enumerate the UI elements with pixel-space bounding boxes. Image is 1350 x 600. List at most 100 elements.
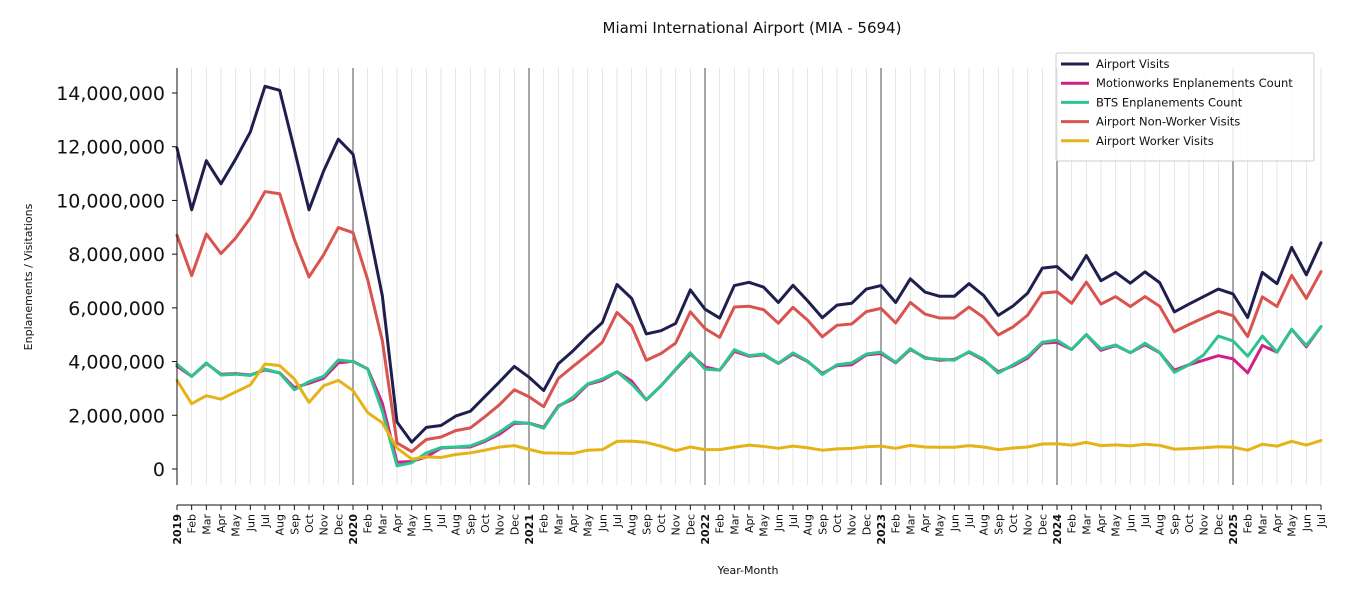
series-lines <box>175 84 1323 468</box>
x-tick-label: Nov <box>318 514 331 536</box>
series-line-airport-visits <box>175 84 1323 444</box>
chart-title: Miami International Airport (MIA - 5694) <box>603 19 902 37</box>
x-tick-label: 2024 <box>1051 514 1064 545</box>
x-tick-label: Apr <box>391 514 404 534</box>
x-tick-label: Apr <box>1271 514 1284 534</box>
x-tick-label: Aug <box>274 514 287 535</box>
x-tick-label: Apr <box>215 514 228 534</box>
x-tick-label: Mar <box>200 514 213 535</box>
y-tick-label: 2,000,000 <box>68 405 165 427</box>
x-tick-label: Oct <box>479 513 492 533</box>
x-tick-label: Feb <box>186 514 199 533</box>
x-tick-label: Jul <box>963 514 976 528</box>
x-tick-label: 2020 <box>347 514 360 545</box>
legend-entry: Airport Visits <box>1061 57 1170 71</box>
x-tick-label: Jun <box>1300 514 1313 532</box>
x-tick-label: Oct <box>831 513 844 533</box>
x-tick-label: Sep <box>1168 514 1181 535</box>
x-tick-label: Jun <box>420 514 433 532</box>
x-tick-label: May <box>406 514 419 537</box>
axes: 0 2,000,000 4,000,000 6,000,000 8,000,000 10,… <box>56 68 1328 545</box>
x-tick-label: Dec <box>508 514 521 535</box>
x-tick-label: Apr <box>919 514 932 534</box>
x-tick-label: Dec <box>1036 514 1049 535</box>
x-tick-label: Dec <box>860 514 873 535</box>
x-tick-label: Feb <box>890 514 903 533</box>
x-tick-label: Jun <box>244 514 257 532</box>
x-tick-label: Apr <box>743 514 756 534</box>
y-tick-label: 6,000,000 <box>68 298 165 320</box>
x-tick-label: Apr <box>1095 514 1108 534</box>
x-tick-label: 2021 <box>523 514 536 545</box>
x-tick-label: Sep <box>816 514 829 535</box>
x-tick-label: Sep <box>288 514 301 535</box>
x-tick-label: Jun <box>1124 514 1137 532</box>
legend-label: BTS Enplanements Count <box>1096 95 1243 109</box>
x-tick-label: Mar <box>552 514 565 535</box>
x-tick-label: Apr <box>567 514 580 534</box>
x-tick-label: Feb <box>362 514 375 533</box>
x-tick-label: Jul <box>1315 514 1328 528</box>
x-tick-label: Dec <box>1212 514 1225 535</box>
x-tick-label: Jun <box>596 514 609 532</box>
x-tick-label: Sep <box>464 514 477 535</box>
y-tick-label: 0 <box>153 459 165 481</box>
x-tick-label: May <box>1110 514 1123 537</box>
x-tick-label: Aug <box>626 514 639 535</box>
x-axis-label: Year-Month <box>716 564 778 577</box>
x-tick-label: May <box>582 514 595 537</box>
x-tick-label: 2023 <box>875 514 888 545</box>
x-tick-label: 2025 <box>1227 514 1240 545</box>
x-tick-label: May <box>230 514 243 537</box>
legend-entry: Airport Non-Worker Visits <box>1061 115 1240 129</box>
x-tick-label: Sep <box>640 514 653 535</box>
x-tick-label: Jul <box>1139 514 1152 528</box>
y-tick-label: 8,000,000 <box>68 244 165 266</box>
x-tick-label: Aug <box>1154 514 1167 535</box>
legend-label: Airport Worker Visits <box>1096 134 1214 148</box>
legend-box <box>1055 52 1315 162</box>
x-tick-label: Mar <box>904 514 917 535</box>
x-tick-label: Aug <box>802 514 815 535</box>
x-tick-label: May <box>1286 514 1299 537</box>
series-line-airport-non-worker-visits <box>175 190 1323 454</box>
x-tick-label: Feb <box>714 514 727 533</box>
legend-label: Airport Visits <box>1096 57 1170 71</box>
x-tick-label: Jul <box>435 514 448 528</box>
x-tick-label: Jul <box>259 514 272 528</box>
y-tick-label: 14,000,000 <box>56 83 165 105</box>
x-tick-label: Mar <box>728 514 741 535</box>
x-tick-label: Jul <box>787 514 800 528</box>
x-tick-label: Nov <box>846 514 859 536</box>
legend-label: Airport Non-Worker Visits <box>1096 115 1240 129</box>
legend-entry: BTS Enplanements Count <box>1061 95 1243 109</box>
y-axis-label: Enplanements / Visitations <box>22 203 35 350</box>
x-tick-label: Oct <box>655 513 668 533</box>
y-tick-label: 4,000,000 <box>68 352 165 374</box>
series-line-bts-enplanements-count <box>175 325 1323 468</box>
x-tick-label: Nov <box>1022 514 1035 536</box>
x-tick-label: Jul <box>611 514 624 528</box>
x-tick-label: 2019 <box>171 514 184 545</box>
series-line-airport-worker-visits <box>175 362 1323 461</box>
x-tick-label: Dec <box>332 514 345 535</box>
x-tick-label: Feb <box>1066 514 1079 533</box>
legend-label: Motionworks Enplanements Count <box>1096 76 1293 90</box>
x-tick-label: May <box>758 514 771 537</box>
x-tick-label: May <box>934 514 947 537</box>
x-tick-label: Aug <box>450 514 463 535</box>
x-tick-label: Nov <box>1198 514 1211 536</box>
legend-entry: Airport Worker Visits <box>1061 134 1214 148</box>
x-tick-label: Oct <box>303 513 316 533</box>
x-tick-label: Nov <box>494 514 507 536</box>
x-tick-label: Mar <box>1080 514 1093 535</box>
x-tick-label: Sep <box>992 514 1005 535</box>
x-tick-label: Mar <box>1256 514 1269 535</box>
x-tick-label: Oct <box>1007 513 1020 533</box>
x-tick-label: Dec <box>684 514 697 535</box>
x-tick-label: Aug <box>978 514 991 535</box>
x-tick-label: Jun <box>772 514 785 532</box>
y-tick-label: 12,000,000 <box>56 137 165 159</box>
x-tick-label: Oct <box>1183 513 1196 533</box>
